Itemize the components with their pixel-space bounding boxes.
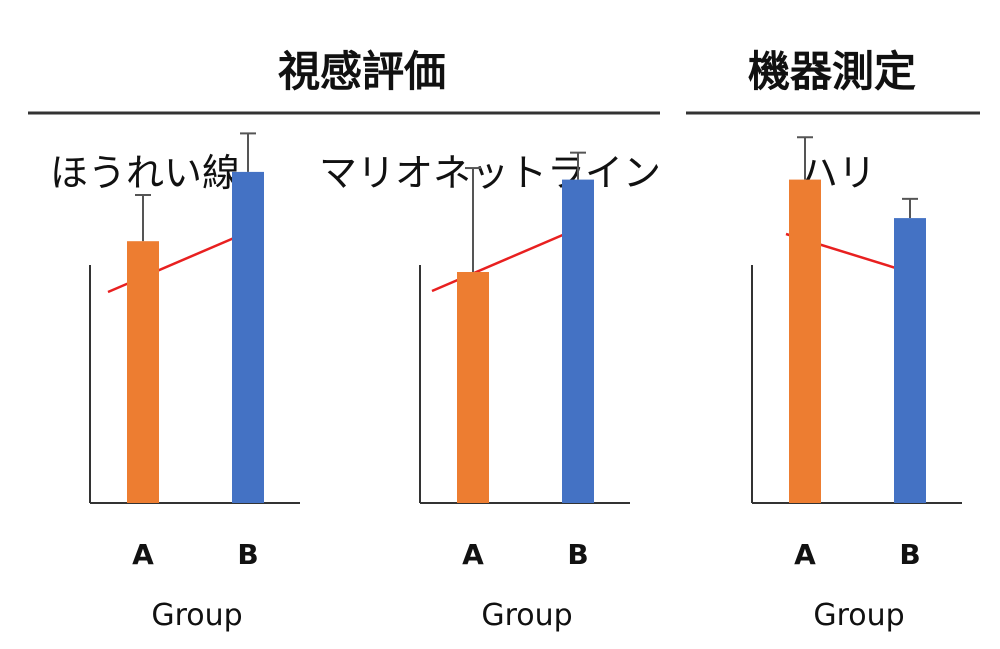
x-axis-title: Group	[481, 598, 572, 633]
bar-A	[457, 272, 489, 503]
x-tick-label: A	[462, 538, 484, 571]
bar-A	[789, 179, 821, 503]
x-tick-label: A	[132, 538, 154, 571]
x-tick-label: B	[899, 538, 920, 571]
bar-A	[127, 241, 159, 503]
bar-B	[562, 179, 594, 503]
x-axis-title: Group	[151, 598, 242, 633]
header-instrument-measurement: 機器測定	[748, 47, 916, 96]
trend-arrow-up	[431, 229, 574, 293]
panel-title: マリオネットライン	[319, 151, 661, 195]
x-tick-label: B	[237, 538, 258, 571]
bar-B	[232, 171, 264, 503]
header-visual-evaluation: 視感評価	[278, 47, 446, 96]
x-tick-label: B	[567, 538, 588, 571]
x-tick-label: A	[794, 538, 816, 571]
chart-panel-2: マリオネットライン A B Group	[319, 151, 661, 633]
bar-B	[894, 218, 926, 503]
chart-panel-1: ほうれい線 A B Group	[50, 132, 300, 633]
panel-title: ほうれい線	[50, 151, 240, 195]
x-axis-title: Group	[813, 598, 904, 633]
